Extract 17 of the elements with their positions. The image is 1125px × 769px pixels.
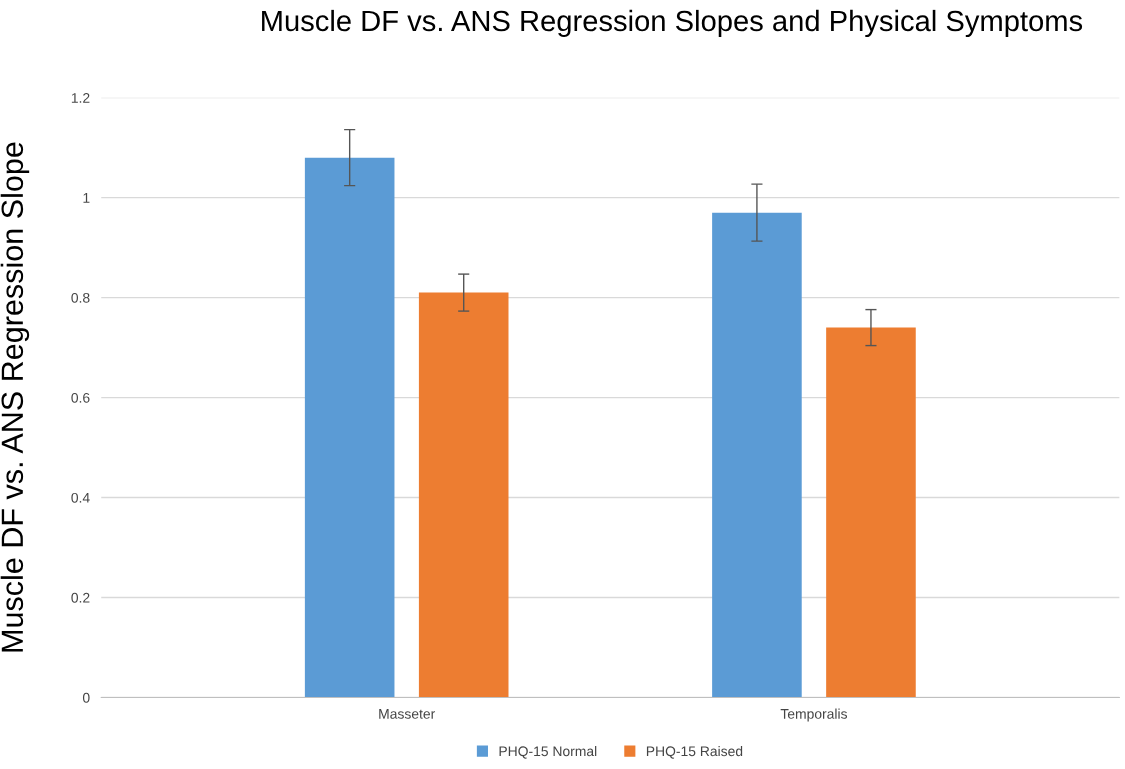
legend-label: PHQ-15 Raised <box>646 745 743 759</box>
bar <box>712 212 802 698</box>
legend-label: PHQ-15 Normal <box>499 745 597 759</box>
y-axis-title: Muscle DF vs. ANS Regression Slope <box>0 142 30 652</box>
y-tick-label: 0 <box>82 692 90 703</box>
y-tick-label: 1 <box>83 193 90 203</box>
bar <box>418 292 509 698</box>
x-tick-label: Masseter <box>379 709 436 719</box>
y-tick-label: 0.2 <box>71 592 90 603</box>
y-tick-label: 0.4 <box>71 492 90 503</box>
x-tick-label: Temporalis <box>780 708 848 722</box>
y-tick-label: 0.6 <box>71 392 90 403</box>
chart-title: Muscle DF vs. ANS Regression Slopes and Physical Symptoms <box>262 9 1083 38</box>
y-tick-label: 0.8 <box>71 292 90 303</box>
bar <box>304 157 395 698</box>
y-tick-label: 1.2 <box>71 93 90 103</box>
bar <box>826 327 916 698</box>
